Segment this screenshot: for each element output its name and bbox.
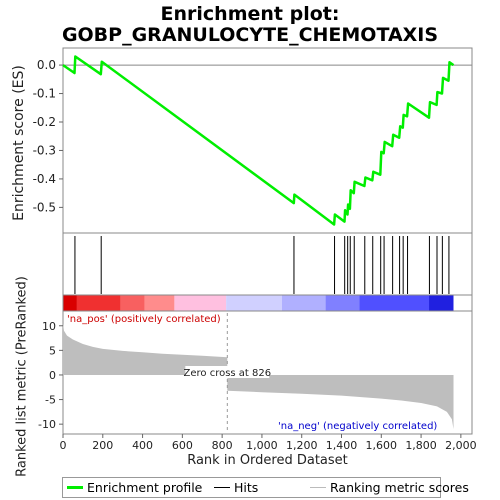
hits-frame bbox=[62, 232, 473, 296]
metric-y-tick-label: 5 bbox=[49, 344, 56, 357]
legend-label-ranking: Ranking metric scores bbox=[330, 480, 469, 495]
es-y-tick-label: -0.1 bbox=[33, 87, 56, 101]
color-segment bbox=[174, 295, 227, 311]
color-segment bbox=[120, 295, 145, 311]
es-y-tick-label: -0.3 bbox=[33, 143, 56, 157]
es-y-tick-label: -0.4 bbox=[33, 172, 56, 186]
legend-swatch-enrichment bbox=[67, 486, 83, 489]
x-tick-label: 2,000 bbox=[445, 439, 477, 452]
color-segment bbox=[76, 295, 121, 311]
metric-y-tick-label: -5 bbox=[45, 394, 56, 407]
neg-correlated-label: 'na_neg' (negatively correlated) bbox=[278, 421, 437, 432]
metric-y-tick-label: 10 bbox=[42, 320, 56, 333]
title-line-1: Enrichment plot: bbox=[160, 3, 340, 25]
x-tick-label: 200 bbox=[92, 439, 113, 452]
legend-swatch-hits bbox=[214, 487, 230, 488]
x-tick-label: 1,400 bbox=[326, 439, 358, 452]
es-y-tick-label: -0.2 bbox=[33, 115, 56, 129]
color-segment bbox=[325, 295, 360, 311]
es-y-tick-label: 0.0 bbox=[37, 58, 56, 72]
color-segment bbox=[429, 295, 454, 311]
x-tick-label: 1,800 bbox=[405, 439, 437, 452]
color-segment bbox=[226, 295, 282, 311]
x-tick-label: 1,200 bbox=[286, 439, 318, 452]
metric-panel: Zero cross at 826 'na_pos' (positively co… bbox=[38, 310, 477, 452]
x-tick-label: 0 bbox=[60, 439, 67, 452]
x-tick-label: 1,000 bbox=[246, 439, 278, 452]
rank-color-bar bbox=[62, 294, 473, 312]
metric-y-tick-label: -10 bbox=[38, 418, 56, 431]
color-segment bbox=[281, 295, 326, 311]
legend-swatch-ranking bbox=[310, 487, 326, 488]
x-axis-label: Rank in Ordered Dataset bbox=[187, 453, 348, 468]
color-segment bbox=[144, 295, 175, 311]
pos-correlated-label: 'na_pos' (positively correlated) bbox=[67, 314, 221, 325]
legend-label-hits: Hits bbox=[234, 480, 259, 495]
legend: Enrichment profile Hits Ranking metric s… bbox=[62, 477, 469, 498]
x-tick-label: 800 bbox=[212, 439, 233, 452]
zero-cross-label: Zero cross at 826 bbox=[184, 368, 272, 379]
color-segment bbox=[359, 295, 430, 311]
es-plot-frame bbox=[62, 47, 473, 234]
legend-label-enrichment: Enrichment profile bbox=[87, 480, 203, 495]
x-tick-label: 400 bbox=[132, 439, 153, 452]
metric-y-tick-label: 0 bbox=[49, 369, 56, 382]
color-segment bbox=[63, 295, 77, 311]
zero-cross-label-bg bbox=[185, 366, 270, 378]
es-line bbox=[62, 55, 455, 226]
hits-panel bbox=[62, 232, 473, 296]
x-tick-label: 600 bbox=[172, 439, 193, 452]
title-line-2: GOBP_GRANULOCYTE_CHEMOTAXIS bbox=[61, 24, 439, 46]
es-y-tick-label: -0.5 bbox=[33, 200, 56, 214]
es-panel: 0.0 -0.1 -0.2 -0.3 -0.4 -0.5 bbox=[33, 47, 473, 234]
x-tick-label: 1,600 bbox=[366, 439, 398, 452]
